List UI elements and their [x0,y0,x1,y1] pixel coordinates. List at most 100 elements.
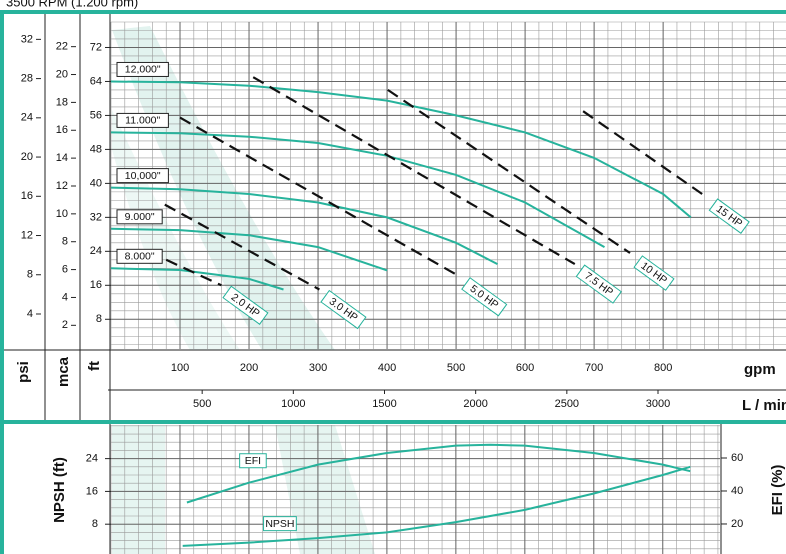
y3-tick-label: 2 [62,319,68,331]
x-tick-label: 700 [585,362,603,374]
x2-tick-label: 2500 [555,398,579,410]
y-tick-label: 24 [90,245,102,257]
y3-tick-label: 8 [62,236,68,248]
label-box [708,198,750,234]
y2-tick-label: 8 [27,269,33,281]
curve [186,443,691,504]
series-label: 9.000" [116,209,163,225]
y-tick-label: 56 [90,109,102,121]
y3-tick-label: 6 [62,263,68,275]
y3-tick-label: 4 [62,291,68,303]
series-name: 9.000" [125,211,155,223]
x2-tick-label: 500 [193,398,211,410]
label-box [633,255,675,291]
curve [110,267,284,291]
axis-title: gpm [744,361,776,378]
y-tick-label: 48 [90,143,102,155]
y2-tick-label: 20 [731,518,743,530]
curve [182,465,691,547]
y-tick-label: 40 [90,177,102,189]
x2-tick-label: 1000 [281,398,305,410]
series-label: EFI [239,453,267,469]
power-line [164,203,320,291]
x-tick-label: 800 [654,362,672,374]
y2-tick-label: 60 [731,452,743,464]
axis-title: mca [55,356,72,387]
grid [110,21,786,554]
series-label: 7.5 HP [575,264,622,304]
label-box [116,112,169,128]
label-box [461,277,508,317]
y2-tick-label: 24 [21,112,33,124]
axis-title: ft [86,361,103,371]
curve [110,80,692,219]
series-name: 10,000" [125,170,161,182]
axis-title: NPSH (ft) [51,457,68,523]
y-tick-label: 8 [92,518,98,530]
y3-tick-label: 18 [56,96,68,108]
series-label: 11.000" [116,112,169,128]
curve [110,131,605,248]
curve [110,186,498,265]
y-tick-label: 64 [90,75,102,87]
axis-title: L / min [742,397,786,414]
power-line [387,88,631,254]
series-name: 12,000" [125,64,161,76]
frame [0,10,786,554]
x2-tick-label: 1500 [372,398,396,410]
series-name: 8.000" [125,251,155,263]
label-box [263,516,297,532]
x2-tick-label: 3000 [646,398,670,410]
x-tick-label: 600 [516,362,534,374]
series-name: 11.000" [125,115,160,127]
label-box [116,168,169,184]
series-name: NPSH [265,518,294,530]
y3-tick-label: 10 [56,208,68,220]
y3-tick-label: 12 [56,180,68,192]
y2-tick-label: 40 [731,485,743,497]
power-line [582,110,706,198]
x2-tick-label: 2000 [463,398,487,410]
series-label: NPSH [263,516,297,532]
y2-tick-label: 32 [21,33,33,45]
y-tick-label: 8 [96,313,102,325]
y-tick-label: 16 [90,279,102,291]
label-box [116,248,163,264]
watermark [275,425,375,554]
y3-tick-label: 20 [56,68,68,80]
y2-tick-label: 28 [21,72,33,84]
label-box [116,61,169,77]
x-tick-label: 400 [378,362,396,374]
label-box [320,289,367,330]
x-tick-label: 200 [240,362,258,374]
series-name: EFI [245,455,261,467]
y-tick-label: 72 [90,41,102,53]
axis-title: EFI (%) [769,465,786,516]
power-line [179,116,461,278]
y-tick-label: 16 [86,485,98,497]
x-tick-label: 100 [171,362,189,374]
y2-tick-label: 20 [21,151,33,163]
label-box [575,264,622,304]
series-label: 3.0 HP [320,289,367,330]
label-box [116,209,163,225]
axis-title: psi [15,361,32,383]
y2-tick-label: 4 [27,308,33,320]
label-box [239,453,267,469]
curve [110,227,388,272]
series-label: 15 HP [708,198,750,234]
power-line [252,76,576,266]
y-tick-label: 24 [86,453,98,465]
y3-tick-label: 22 [56,41,68,53]
series-label: 8.000" [116,248,163,264]
y-tick-label: 32 [90,211,102,223]
series-label: 10,000" [116,168,169,184]
y2-tick-label: 16 [21,190,33,202]
x-tick-label: 300 [309,362,327,374]
x-tick-label: 500 [447,362,465,374]
y3-tick-label: 14 [56,152,68,164]
series-label: 12,000" [116,61,169,77]
y2-tick-label: 12 [21,229,33,241]
chart-title: 3500 RPM (1.200 rpm) [6,0,138,9]
